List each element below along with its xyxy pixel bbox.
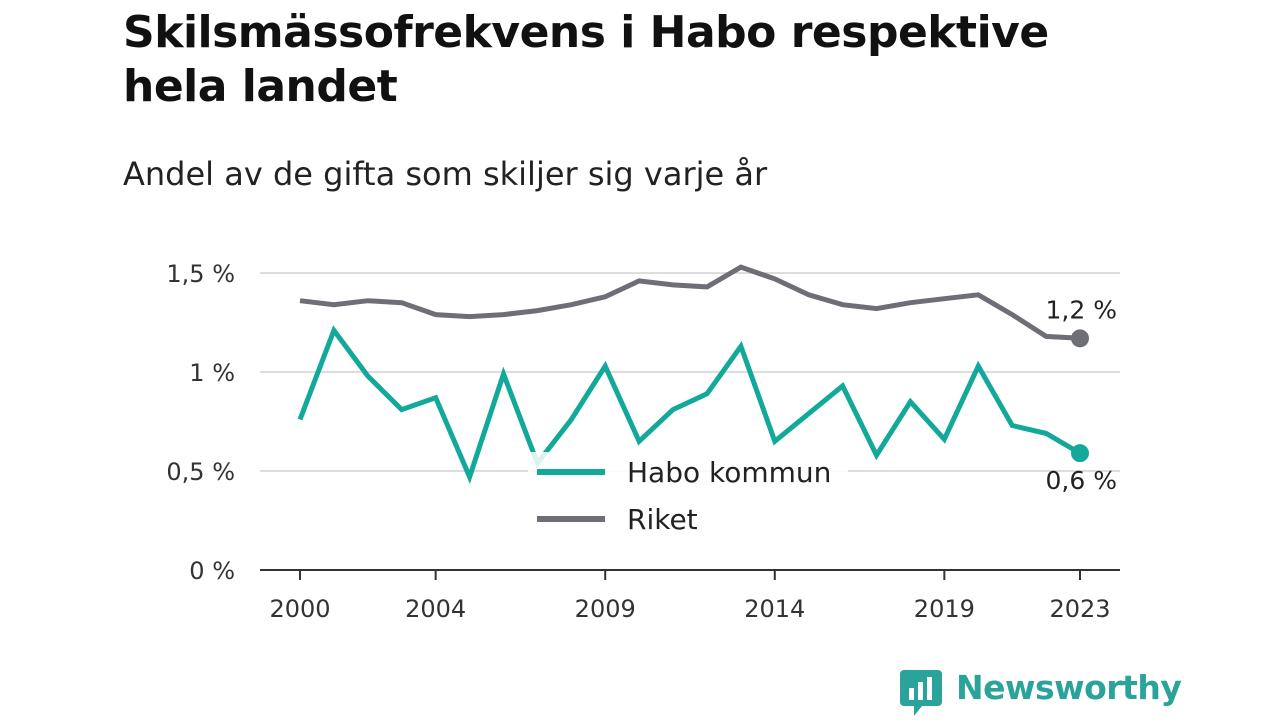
end-point-habo-kommun — [1071, 444, 1089, 463]
x-tick-label: 2014 — [744, 595, 805, 623]
chart-title: Skilsmässofrekvens i Habo respektive hel… — [123, 7, 1049, 112]
y-tick-label: 0 % — [189, 557, 235, 585]
y-tick-label: 1 % — [189, 359, 235, 387]
newsworthy-logo-text: Newsworthy — [956, 668, 1182, 707]
legend-background — [528, 452, 848, 552]
newsworthy-logo-icon — [900, 670, 942, 716]
y-tick-label: 0,5 % — [166, 458, 235, 486]
legend-label: Habo kommun — [627, 456, 831, 489]
end-label-habo-kommun: 0,6 % — [1046, 466, 1117, 495]
series-line-riket — [299, 264, 1081, 341]
x-tick-label: 2000 — [269, 595, 330, 623]
series-line-habo-kommun — [297, 325, 1082, 484]
end-point-riket — [1071, 329, 1089, 348]
y-tick-label: 1,5 % — [166, 260, 235, 288]
x-tick-label: 2023 — [1049, 595, 1110, 623]
end-label-riket: 1,2 % — [1046, 295, 1117, 324]
x-tick-label: 2009 — [575, 595, 636, 623]
x-tick-label: 2004 — [405, 595, 466, 623]
x-tick-label: 2019 — [914, 595, 975, 623]
legend-label: Riket — [627, 503, 698, 536]
chart-subtitle: Andel av de gifta som skiljer sig varje … — [123, 155, 768, 193]
